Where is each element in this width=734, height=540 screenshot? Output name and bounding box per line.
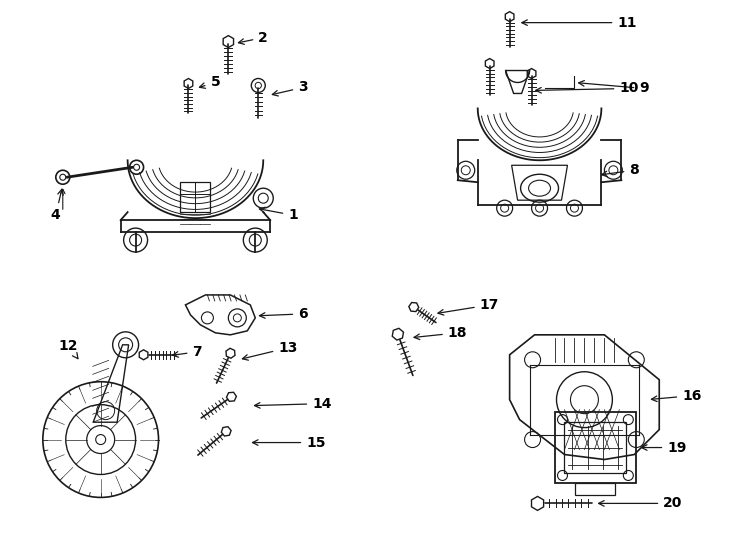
- Bar: [575, 483, 615, 495]
- Text: 12: 12: [59, 339, 79, 359]
- Text: 19: 19: [642, 441, 686, 455]
- Text: 1: 1: [259, 207, 298, 222]
- Text: 5: 5: [200, 76, 220, 90]
- Text: 11: 11: [522, 16, 637, 30]
- Text: 14: 14: [255, 397, 332, 410]
- Bar: [554, 411, 636, 483]
- Text: 7: 7: [172, 345, 202, 359]
- Text: 9: 9: [578, 80, 649, 96]
- Text: 2: 2: [239, 31, 268, 45]
- Text: 17: 17: [438, 298, 499, 315]
- Text: 16: 16: [652, 389, 702, 403]
- Text: 6: 6: [259, 307, 308, 321]
- Text: 8: 8: [602, 163, 639, 177]
- Text: 13: 13: [242, 341, 297, 360]
- Text: 10: 10: [536, 82, 639, 96]
- Text: 15: 15: [252, 436, 326, 450]
- Text: 18: 18: [414, 326, 468, 340]
- Text: 4: 4: [51, 190, 63, 222]
- Bar: [181, 183, 211, 212]
- Text: 3: 3: [272, 80, 308, 96]
- Bar: [564, 422, 626, 474]
- Text: 20: 20: [599, 496, 683, 510]
